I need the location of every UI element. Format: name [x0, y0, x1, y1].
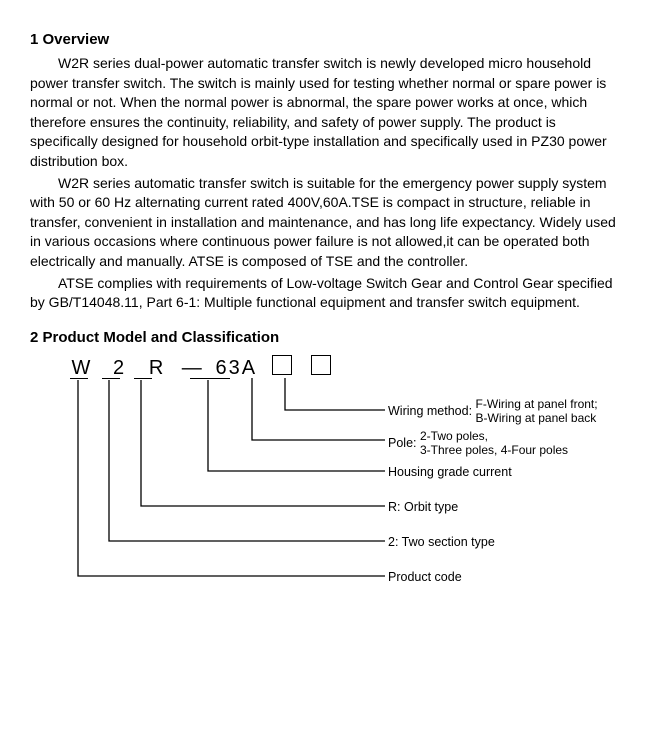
underline-2: [102, 378, 120, 379]
label-r: R: Orbit type: [388, 499, 458, 517]
label-housing: Housing grade current: [388, 464, 512, 482]
label-pole-line2: 3-Three poles, 4-Four poles: [420, 443, 568, 457]
label-pole: Pole: 2-Two poles, 3-Three poles, 4-Four…: [388, 430, 568, 458]
overview-p3: ATSE complies with requirements of Low-v…: [30, 274, 625, 313]
model-box-2: [311, 355, 331, 375]
model-box-1: [272, 355, 292, 375]
underline-r: [134, 378, 152, 379]
label-pole-prefix: Pole:: [388, 436, 417, 450]
label-pole-line1: 2-Two poles,: [420, 429, 488, 443]
section-2-title: 2 Product Model and Classification: [30, 327, 625, 348]
label-wiring: Wiring method: F-Wiring at panel front; …: [388, 398, 598, 426]
underline-w: [70, 378, 88, 379]
label-wiring-line1: F-Wiring at panel front;: [476, 397, 598, 411]
overview-p2: W2R series automatic transfer switch is …: [30, 174, 625, 272]
label-wiring-prefix: Wiring method:: [388, 404, 472, 418]
label-two: 2: Two section type: [388, 534, 495, 552]
model-diagram: W 2 R — 63A Wiring method: F-: [30, 354, 610, 604]
section-1-title: 1 Overview: [30, 29, 625, 50]
underline-63a: [190, 378, 230, 379]
label-product: Product code: [388, 569, 462, 587]
overview-p1: W2R series dual-power automatic transfer…: [30, 54, 625, 172]
label-wiring-line2: B-Wiring at panel back: [476, 411, 597, 425]
diagram-lines: [30, 354, 610, 604]
